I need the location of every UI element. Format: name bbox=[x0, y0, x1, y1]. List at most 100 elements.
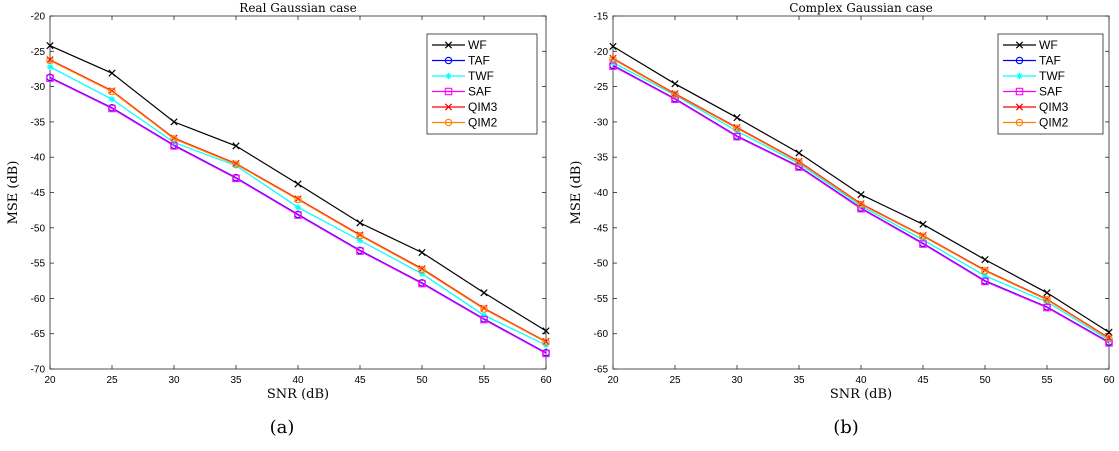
data-point bbox=[46, 42, 54, 50]
x-tick-label: 20 bbox=[607, 375, 619, 386]
x-tick-label: 25 bbox=[106, 375, 118, 386]
legend-label: WF bbox=[468, 38, 487, 52]
x-tick-label: 35 bbox=[793, 375, 805, 386]
y-tick-label: -65 bbox=[594, 365, 609, 376]
y-tick-label: -50 bbox=[594, 259, 609, 270]
y-tick-label: -15 bbox=[594, 12, 609, 23]
series-saf bbox=[609, 62, 1113, 347]
legend-label: QIM3 bbox=[1039, 100, 1069, 114]
data-point bbox=[356, 237, 364, 244]
data-point bbox=[981, 277, 989, 286]
data-point bbox=[418, 270, 426, 277]
data-point bbox=[232, 174, 240, 183]
data-point bbox=[232, 142, 240, 150]
data-point bbox=[108, 69, 116, 77]
data-point bbox=[919, 220, 927, 228]
x-tick-label: 55 bbox=[1041, 375, 1053, 386]
x-tick-label: 60 bbox=[1103, 375, 1115, 386]
data-point bbox=[46, 63, 54, 71]
data-point bbox=[671, 95, 679, 104]
y-tick-label: -50 bbox=[31, 223, 46, 234]
series-qim2 bbox=[46, 56, 550, 346]
data-point bbox=[857, 204, 865, 213]
y-tick-label: -60 bbox=[594, 329, 609, 340]
data-point bbox=[1105, 339, 1113, 347]
y-tick-label: -45 bbox=[594, 223, 609, 234]
data-point bbox=[418, 265, 426, 274]
x-tick-label: 50 bbox=[416, 375, 428, 386]
x-tick-label: 25 bbox=[669, 375, 681, 386]
legend-label: SAF bbox=[468, 85, 491, 99]
data-point bbox=[46, 74, 54, 82]
legend-label: SAF bbox=[1039, 85, 1062, 99]
y-tick-label: -40 bbox=[594, 188, 609, 199]
data-point bbox=[542, 349, 550, 358]
data-point bbox=[356, 231, 364, 240]
legend-marker bbox=[1016, 72, 1023, 80]
chart-panel-a: Real Gaussian case 20 25 30 35 40 45 50 55 60 -70 -… bbox=[6, 1, 552, 438]
data-point bbox=[294, 180, 302, 188]
series-line-saf bbox=[49, 77, 547, 355]
y-tick-label: -35 bbox=[31, 117, 46, 128]
data-point bbox=[418, 279, 426, 288]
x-tick-label: 30 bbox=[731, 375, 743, 386]
data-point bbox=[108, 87, 116, 96]
data-point bbox=[46, 56, 54, 65]
legend-label: QIM2 bbox=[1039, 116, 1069, 130]
legend-entry-qim3: QIM3 bbox=[1003, 100, 1069, 114]
legend-marker bbox=[444, 56, 453, 65]
data-point bbox=[671, 80, 679, 88]
legend-marker bbox=[1015, 118, 1024, 127]
chart-panel-b: Complex Gaussian case 20 25 30 35 40 45 50 55 60 -… bbox=[569, 1, 1115, 438]
data-point bbox=[733, 124, 741, 133]
data-point bbox=[294, 195, 302, 204]
series-wf bbox=[46, 42, 550, 335]
x-tick-label: 40 bbox=[292, 375, 304, 386]
data-point bbox=[480, 315, 488, 324]
legend-marker bbox=[444, 103, 453, 111]
x-axis-label: SNR (dB) bbox=[830, 387, 892, 402]
data-point bbox=[108, 96, 116, 103]
y-tick-label: -45 bbox=[31, 188, 46, 199]
data-point bbox=[170, 118, 178, 126]
series-wf bbox=[609, 42, 1113, 336]
legend-entry-saf: SAF bbox=[432, 85, 491, 99]
data-point bbox=[981, 272, 989, 280]
x-tick-label: 45 bbox=[917, 375, 929, 386]
legend-marker bbox=[444, 118, 453, 127]
series-line-qim2 bbox=[612, 58, 1110, 340]
data-point bbox=[542, 338, 550, 346]
legend-entry-twf: TWF bbox=[432, 69, 494, 83]
legend-label: QIM2 bbox=[468, 116, 498, 130]
data-point bbox=[795, 149, 803, 157]
x-tick-label: 50 bbox=[979, 375, 991, 386]
legend-entry-wf: WF bbox=[432, 38, 487, 52]
series-saf bbox=[46, 74, 550, 358]
y-tick-label: -55 bbox=[594, 294, 609, 305]
legend-marker bbox=[1015, 103, 1024, 111]
data-point bbox=[1105, 328, 1113, 336]
data-point bbox=[480, 305, 488, 313]
data-point bbox=[733, 114, 741, 122]
legend-marker bbox=[445, 72, 452, 80]
x-tick-label: 30 bbox=[168, 375, 180, 386]
data-point bbox=[480, 312, 488, 319]
series-qim2 bbox=[609, 55, 1113, 343]
y-tick-label: -25 bbox=[594, 82, 609, 93]
legend-entry-saf: SAF bbox=[1003, 85, 1062, 99]
legend-box bbox=[997, 33, 1104, 135]
data-point bbox=[795, 163, 803, 171]
data-point bbox=[857, 190, 865, 199]
data-point bbox=[919, 240, 927, 248]
y-tick-label: -30 bbox=[594, 117, 609, 128]
legend-label: TWF bbox=[1039, 69, 1065, 83]
y-axis-label: MSE (dB) bbox=[569, 161, 584, 225]
y-tick-label: -65 bbox=[31, 329, 46, 340]
subfigure-caption: (a) bbox=[270, 417, 295, 438]
data-point bbox=[232, 160, 240, 169]
legend-label: TAF bbox=[468, 54, 490, 68]
y-tick-label: -70 bbox=[31, 365, 46, 376]
x-tick-label: 60 bbox=[540, 375, 552, 386]
